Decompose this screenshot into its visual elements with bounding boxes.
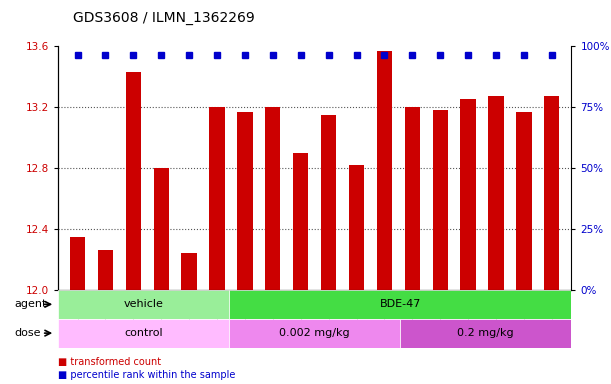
Bar [229,319,400,348]
Text: GDS3608 / ILMN_1362269: GDS3608 / ILMN_1362269 [73,11,255,25]
Bar [293,153,309,290]
Text: BDE-47: BDE-47 [379,299,421,310]
Text: agent: agent [15,299,47,310]
Bar [229,290,571,319]
Bar [461,99,476,290]
Text: ■ transformed count: ■ transformed count [58,357,161,367]
Bar [544,96,560,290]
Bar [516,112,532,290]
Bar [70,237,86,290]
Bar [400,319,571,348]
Bar [377,51,392,290]
Bar [488,96,503,290]
Bar [237,112,252,290]
Bar [210,107,225,290]
Bar [58,290,229,319]
Text: vehicle: vehicle [123,299,164,310]
Bar [153,168,169,290]
Bar [404,107,420,290]
Bar [433,110,448,290]
Bar [181,253,197,290]
Bar [58,319,229,348]
Bar [265,107,280,290]
Text: ■ percentile rank within the sample: ■ percentile rank within the sample [58,370,235,380]
Text: 0.002 mg/kg: 0.002 mg/kg [279,328,350,338]
Bar [126,72,141,290]
Bar [98,250,113,290]
Text: control: control [124,328,163,338]
Bar [321,115,336,290]
Text: 0.2 mg/kg: 0.2 mg/kg [458,328,514,338]
Bar [349,165,364,290]
Text: dose: dose [15,328,41,338]
